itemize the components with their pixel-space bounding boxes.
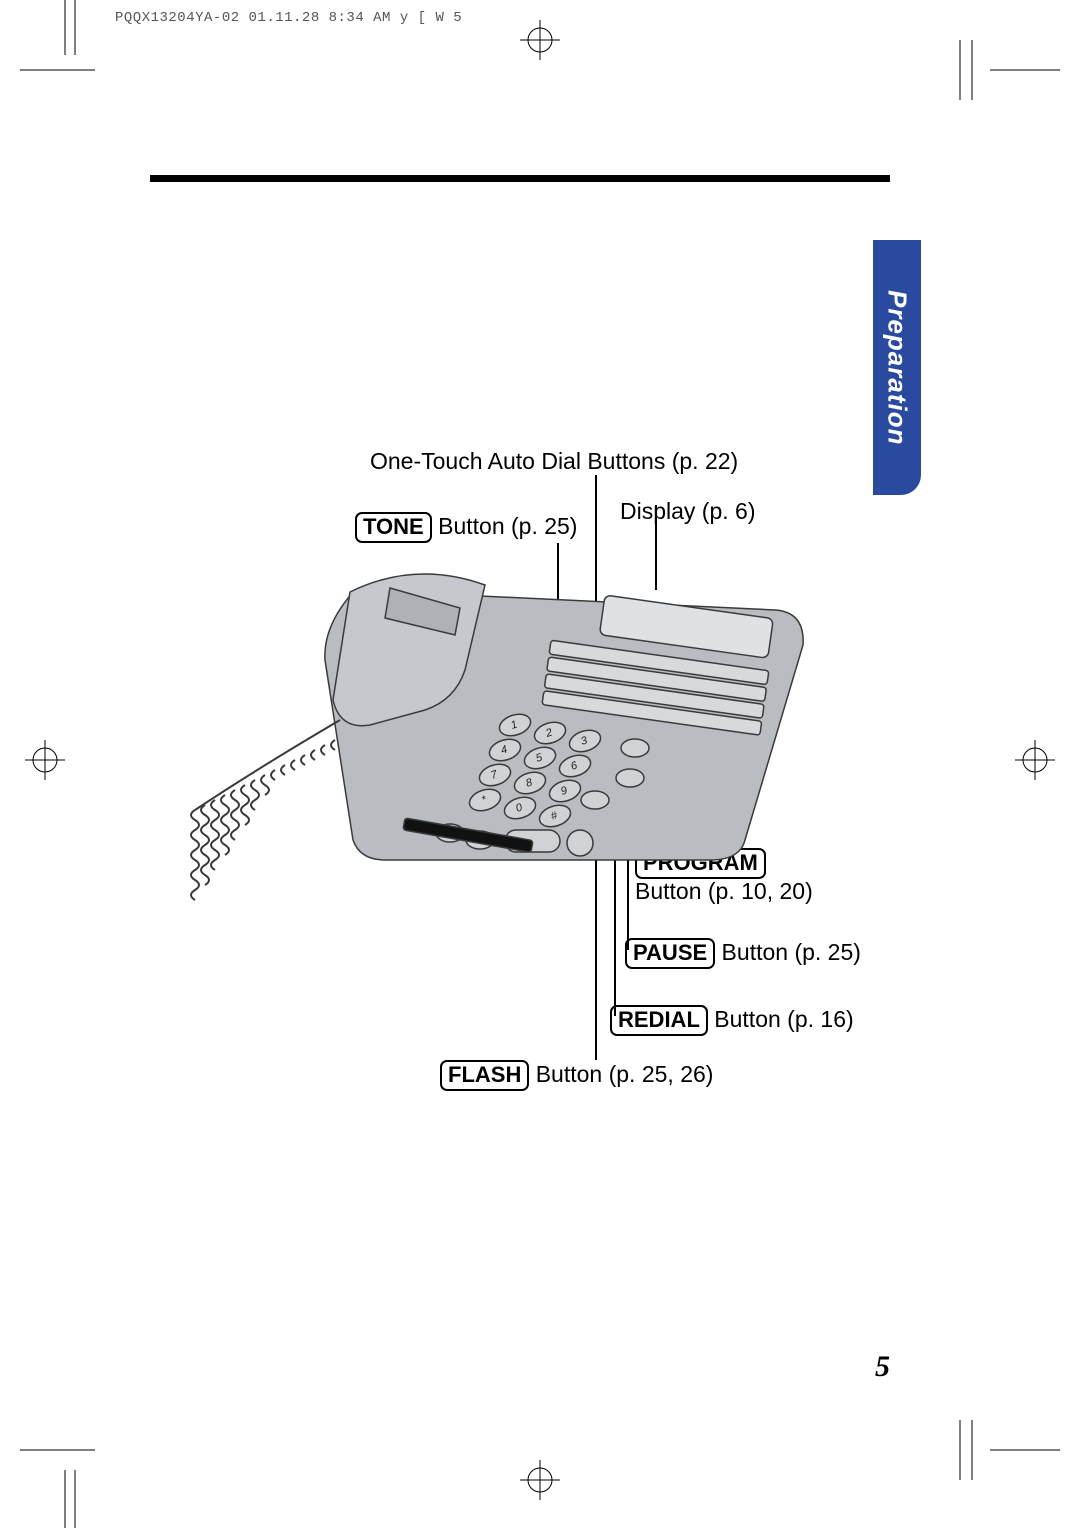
- flash-button-box: FLASH: [440, 1060, 529, 1091]
- section-tab: Preparation: [873, 240, 921, 495]
- title-rule: [150, 175, 890, 182]
- print-header-code: PQQX13204YA-02 01.11.28 8:34 AM y [ W 5: [115, 10, 462, 26]
- tone-button-box: TONE: [355, 512, 432, 543]
- label-display: Display (p. 6): [620, 498, 755, 525]
- label-one-touch: One-Touch Auto Dial Buttons (p. 22): [370, 448, 738, 475]
- redial-rest: Button (p. 16): [708, 1006, 854, 1032]
- pause-button-box: PAUSE: [625, 938, 715, 969]
- section-tab-label: Preparation: [882, 290, 913, 446]
- phone-illustration: 1 2 3 4 5 6 7 8 9 * 0 #: [155, 550, 815, 920]
- pause-rest: Button (p. 25): [715, 939, 861, 965]
- label-tone: TONE Button (p. 25): [355, 512, 577, 543]
- label-flash: FLASH Button (p. 25, 26): [440, 1060, 713, 1091]
- flash-rest: Button (p. 25, 26): [529, 1061, 713, 1087]
- page-number: 5: [875, 1350, 890, 1384]
- label-pause: PAUSE Button (p. 25): [625, 938, 861, 969]
- tone-rest: Button (p. 25): [432, 513, 578, 539]
- label-redial: REDIAL Button (p. 16): [610, 1005, 854, 1036]
- redial-button-box: REDIAL: [610, 1005, 708, 1036]
